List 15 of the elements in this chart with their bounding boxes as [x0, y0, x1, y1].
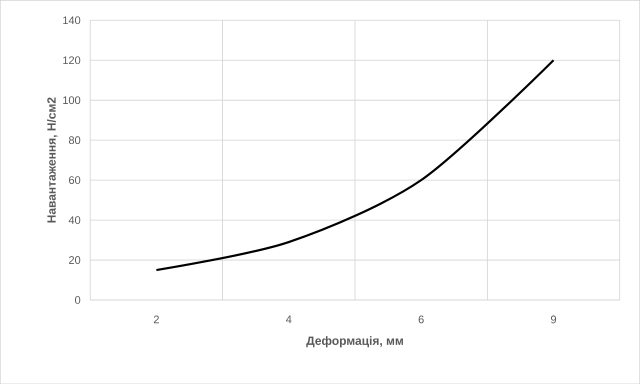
x-tick-label: 4: [286, 315, 292, 323]
y-tick-label: 0: [75, 296, 80, 304]
x-tick-label: 9: [550, 315, 556, 324]
y-tick-label: 100: [63, 96, 80, 104]
y-tick-label: 40: [68, 216, 80, 224]
x-tick-label: 2: [154, 315, 159, 324]
x-axis-title: Деформація, мм: [306, 336, 403, 348]
y-axis-title: Навантаження, Н/см2: [46, 97, 58, 222]
y-tick-label: 20: [69, 256, 80, 264]
y-tick-label: 60: [69, 176, 80, 184]
y-tick-label: 140: [63, 16, 80, 24]
y-tick-label: 80: [68, 136, 80, 144]
x-tick-label: 6: [418, 315, 424, 324]
line-series: [155, 59, 555, 272]
y-tick-label: 120: [63, 56, 80, 64]
